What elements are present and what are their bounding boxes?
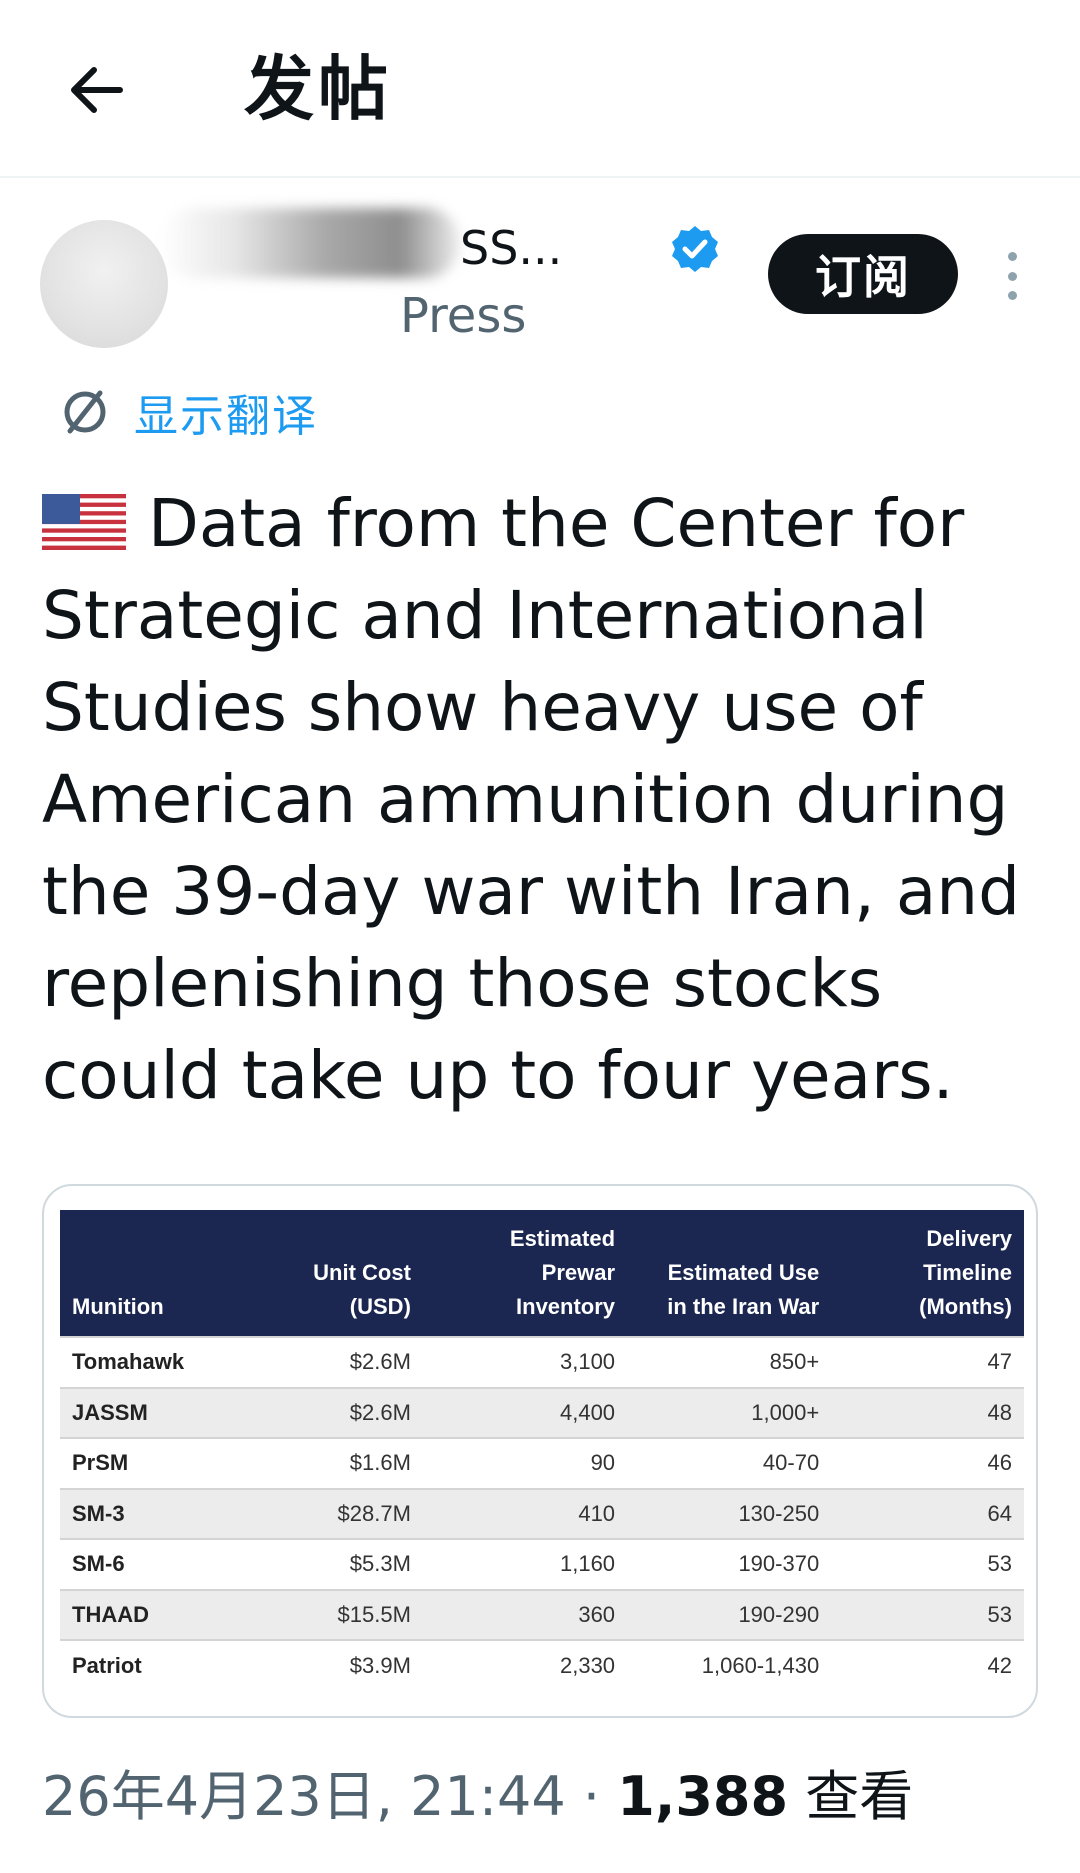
table-row: SM-3 $28.7M 410 130-250 64 xyxy=(60,1487,1024,1539)
cell-delivery: 64 xyxy=(831,1487,1024,1539)
subscribe-button[interactable]: 订阅 xyxy=(768,234,958,314)
table-row: PrSM $1.6M 90 40-70 46 xyxy=(60,1437,1024,1489)
cell-inventory: 360 xyxy=(422,1588,628,1640)
cell-unit-cost: $3.9M xyxy=(252,1639,423,1691)
more-dot-icon xyxy=(1007,291,1017,300)
cell-inventory: 2,330 xyxy=(422,1639,628,1691)
cell-inventory: 3,100 xyxy=(422,1336,628,1388)
page-title: 发帖 xyxy=(244,48,392,130)
view-count: 1,388 xyxy=(617,1765,789,1828)
cell-munition: Patriot xyxy=(60,1639,253,1691)
cell-iran-use: 850+ xyxy=(627,1336,832,1388)
arrow-left-icon xyxy=(71,67,123,113)
column-header-iran-use: Estimated Use in the Iran War xyxy=(667,1260,820,1319)
cell-unit-cost: $2.6M xyxy=(252,1386,423,1438)
cell-iran-use: 190-290 xyxy=(627,1588,832,1640)
cell-iran-use: 130-250 xyxy=(627,1487,832,1539)
avatar[interactable] xyxy=(40,220,168,348)
cell-delivery: 46 xyxy=(831,1437,1024,1489)
table-header-row: Munition Unit Cost (USD) Estimated Prewar I… xyxy=(60,1210,1024,1337)
column-header-munition: Munition xyxy=(72,1294,164,1319)
post-timestamp[interactable]: 26年4月23日, 21:44 xyxy=(42,1765,566,1828)
show-translation-label: 显示翻译 xyxy=(134,391,318,442)
author-row: SS... Press 订阅 xyxy=(0,190,1080,360)
cell-munition: SM-6 xyxy=(60,1538,253,1590)
cell-unit-cost: $1.6M xyxy=(252,1437,423,1489)
cell-munition: Tomahawk xyxy=(60,1336,253,1388)
munitions-table: Munition Unit Cost (USD) Estimated Prewar I… xyxy=(60,1210,1024,1691)
cell-munition: SM-3 xyxy=(60,1487,253,1539)
cell-iran-use: 1,000+ xyxy=(627,1386,832,1438)
cell-inventory: 1,160 xyxy=(422,1538,628,1590)
author-handle[interactable]: Press xyxy=(400,288,527,344)
table-row: Patriot $3.9M 2,330 1,060-1,430 42 xyxy=(60,1639,1024,1691)
more-dot-icon xyxy=(1007,252,1017,261)
post-body: Data from the Center for Strategic and I… xyxy=(42,478,1042,1122)
cell-inventory: 4,400 xyxy=(422,1386,628,1438)
cell-delivery: 53 xyxy=(831,1588,1024,1640)
post-text: Data from the Center for Strategic and I… xyxy=(42,485,1021,1114)
redacted-name-overlay xyxy=(160,208,460,278)
column-header-inventory: Estimated Prewar Inventory xyxy=(509,1226,616,1319)
cell-iran-use: 190-370 xyxy=(627,1538,832,1590)
cell-iran-use: 40-70 xyxy=(627,1437,832,1489)
post-meta: 26年4月23日, 21:44 · 1,388 查看 xyxy=(42,1762,913,1832)
cell-unit-cost: $15.5M xyxy=(252,1588,423,1640)
translate-globe-icon xyxy=(64,390,106,434)
table-row: THAAD $15.5M 360 190-290 53 xyxy=(60,1588,1024,1640)
media-card[interactable]: Munition Unit Cost (USD) Estimated Prewar I… xyxy=(42,1184,1038,1718)
table-row: JASSM $2.6M 4,400 1,000+ 48 xyxy=(60,1386,1024,1438)
view-count-label: 查看 xyxy=(805,1765,914,1828)
cell-delivery: 53 xyxy=(831,1538,1024,1590)
more-options-button[interactable] xyxy=(994,246,1030,306)
author-display-name[interactable]: SS... xyxy=(460,221,563,275)
table-row: Tomahawk $2.6M 3,100 850+ 47 xyxy=(60,1336,1024,1388)
cell-delivery: 47 xyxy=(831,1336,1024,1388)
cell-munition: JASSM xyxy=(60,1386,253,1438)
show-translation-link[interactable]: 显示翻译 xyxy=(58,382,318,442)
cell-iran-use: 1,060-1,430 xyxy=(627,1639,832,1691)
meta-separator: · xyxy=(582,1765,601,1828)
cell-delivery: 42 xyxy=(831,1639,1024,1691)
us-flag-icon xyxy=(42,494,126,550)
cell-unit-cost: $28.7M xyxy=(252,1487,423,1539)
column-header-delivery: Delivery Timeline (Months) xyxy=(919,1226,1012,1319)
cell-unit-cost: $5.3M xyxy=(252,1538,423,1590)
table-row: SM-6 $5.3M 1,160 190-370 53 xyxy=(60,1538,1024,1590)
back-button[interactable] xyxy=(56,50,136,130)
cell-unit-cost: $2.6M xyxy=(252,1336,423,1388)
cell-delivery: 48 xyxy=(831,1386,1024,1438)
verified-badge-icon xyxy=(672,226,718,272)
cell-munition: PrSM xyxy=(60,1437,253,1489)
top-bar: 发帖 xyxy=(0,0,1080,178)
cell-munition: THAAD xyxy=(60,1588,253,1640)
cell-inventory: 410 xyxy=(422,1487,628,1539)
more-dot-icon xyxy=(1007,271,1017,281)
cell-inventory: 90 xyxy=(422,1437,628,1489)
column-header-unit-cost: Unit Cost (USD) xyxy=(313,1260,411,1319)
